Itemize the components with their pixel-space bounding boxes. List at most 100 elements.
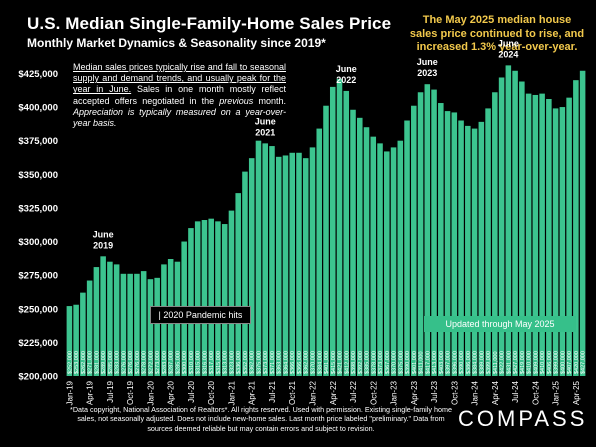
page-subtitle: Monthly Market Dynamics & Seasonality si…: [27, 36, 326, 50]
bar-value-label: $252,000: [67, 351, 73, 374]
bar-value-label: $281,000: [94, 351, 100, 374]
bar-value-label: $384,000: [473, 351, 479, 374]
bar-value-label: $313,000: [223, 351, 229, 374]
y-tick-label: $300,000: [18, 237, 58, 248]
bar-value-label: $384,000: [317, 351, 323, 374]
bar-value-label: $422,000: [500, 351, 506, 374]
chart-bar: [194, 221, 201, 376]
y-tick-label: $375,000: [18, 136, 58, 147]
bar-value-label: $396,000: [452, 351, 458, 374]
bar-value-label: $278,000: [142, 351, 148, 374]
bar-value-label: $410,000: [527, 351, 533, 374]
bar-value-label: $398,000: [351, 351, 357, 374]
x-tick-label: Oct-24: [531, 380, 540, 405]
bar-value-label: $362,000: [304, 351, 310, 374]
chart-bar: [248, 158, 255, 376]
june-annotation: June: [417, 57, 438, 67]
bar-value-label: $373,000: [263, 351, 269, 374]
bar-value-label: $323,000: [229, 351, 235, 374]
bar-value-label: $364,000: [283, 351, 289, 374]
chart-bar: [120, 273, 127, 376]
bar-value-label: $272,000: [148, 351, 154, 374]
bar-value-label: $316,000: [202, 351, 208, 374]
chart-bar: [377, 143, 383, 376]
bar-value-label: $370,000: [392, 351, 398, 374]
x-tick-label: Apr-24: [491, 380, 500, 405]
y-tick-label: $225,000: [18, 338, 58, 349]
bar-value-label: $285,000: [175, 351, 181, 374]
chart-bar: [566, 97, 572, 377]
bar-value-label: $300,000: [182, 351, 188, 374]
bar-value-label: $411,000: [493, 351, 499, 374]
chart-bar: [444, 111, 451, 376]
chart-bar: [66, 306, 73, 376]
chart-bar: [242, 171, 248, 376]
bar-value-label: $399,000: [486, 351, 492, 374]
chart-bar: [478, 121, 485, 376]
note-italic-previous: previous: [219, 95, 254, 106]
chart-bar: [573, 80, 579, 377]
chart-bar: [417, 92, 424, 377]
june-annotation: June: [255, 116, 276, 126]
note-italic-appreciation: Appreciation is typically measured on a …: [73, 106, 286, 129]
x-tick-label: Oct-21: [288, 380, 297, 405]
chart-bar: [431, 89, 437, 376]
bar-value-label: $366,000: [297, 351, 303, 374]
x-tick-label: Oct-19: [126, 380, 135, 405]
chart-bar: [384, 151, 390, 376]
y-tick-label: $350,000: [18, 170, 58, 181]
chart-bar: [465, 125, 471, 376]
chart-bar: [525, 93, 532, 377]
june-annotation: June: [336, 64, 357, 74]
x-tick-label: Jul-24: [511, 380, 520, 402]
chart-bar: [140, 271, 147, 376]
updated-annotation: Updated through May 2025: [424, 316, 576, 332]
chart-bar: [424, 84, 431, 376]
note-text-b: month.: [253, 95, 286, 106]
x-tick-label: Jan-24: [471, 380, 480, 405]
chart-bar: [539, 93, 545, 377]
bar-value-label: $315,000: [196, 351, 202, 374]
bar-value-label: $409,000: [533, 351, 539, 374]
x-tick-label: Apr-22: [329, 380, 338, 405]
chart-bar: [323, 105, 329, 376]
x-tick-label: Jul-23: [430, 380, 439, 402]
june-annotation: June: [498, 38, 519, 48]
chart-bar: [282, 155, 289, 376]
chart-bar: [336, 78, 343, 376]
x-tick-label: Apr-25: [572, 380, 581, 405]
callout-text: The May 2025 median house sales price co…: [409, 14, 585, 53]
chart-bar: [127, 273, 133, 376]
bar-value-label: $336,000: [236, 351, 242, 374]
bar-value-label: $373,000: [378, 351, 384, 374]
chart-bar: [404, 120, 410, 376]
x-tick-label: Jul-22: [349, 380, 358, 402]
chart-bar: [154, 277, 160, 376]
y-tick-label: $250,000: [18, 304, 58, 315]
bar-value-label: $352,000: [243, 351, 249, 374]
chart-bar: [208, 218, 214, 376]
x-tick-label: Jan-23: [390, 380, 399, 405]
bar-value-label: $253,000: [74, 351, 80, 374]
x-tick-label: Apr-23: [410, 380, 419, 405]
bar-value-label: $287,000: [169, 351, 175, 374]
chart-bar: [579, 70, 586, 376]
bar-value-label: $415,000: [331, 351, 337, 374]
bar-value-label: $410,000: [540, 351, 546, 374]
chart-bar: [113, 264, 120, 376]
bar-value-label: $407,000: [567, 351, 573, 374]
june-annotation: 2022: [336, 75, 356, 85]
x-tick-label: Oct-22: [369, 380, 378, 405]
x-tick-label: Apr-21: [248, 380, 257, 405]
bar-value-label: $375,000: [398, 351, 404, 374]
bar-value-label: $271,000: [88, 351, 94, 374]
chart-bar: [350, 109, 356, 376]
chart-bar: [532, 94, 539, 377]
chart-bar: [188, 228, 194, 376]
chart-bar: [411, 105, 417, 376]
chart-bar: [275, 156, 282, 376]
chart-bar: [93, 267, 100, 376]
chart-bar: [438, 103, 444, 376]
bar-value-label: $412,000: [344, 351, 350, 374]
chart-bar: [262, 143, 268, 376]
